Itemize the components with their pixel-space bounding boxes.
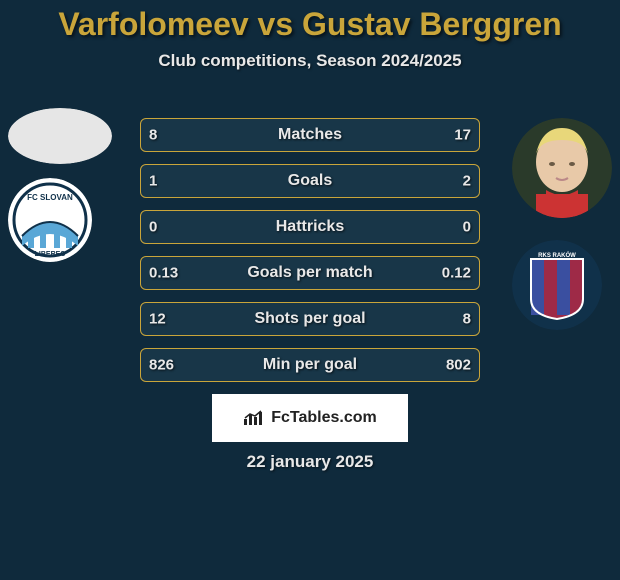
right-avatars: RKS RAKÓW	[512, 118, 612, 330]
stat-label: Goals per match	[141, 264, 479, 282]
stat-row: 12Shots per goal8	[140, 302, 480, 336]
stat-value-right: 0.12	[442, 265, 471, 282]
stat-row: 1Goals2	[140, 164, 480, 198]
stat-label: Min per goal	[141, 356, 479, 374]
stat-value-right: 2	[463, 173, 471, 190]
stat-row: 0.13Goals per match0.12	[140, 256, 480, 290]
stat-row: 8Matches17	[140, 118, 480, 152]
player-right-photo-icon	[512, 118, 612, 218]
club-left-badge: FC SLOVAN LIBEREC	[8, 178, 92, 262]
svg-text:RKS RAKÓW: RKS RAKÓW	[538, 251, 576, 259]
chart-icon	[243, 409, 265, 427]
stat-label: Hattricks	[141, 218, 479, 236]
player-right-avatar	[512, 118, 612, 218]
stat-label: Goals	[141, 172, 479, 190]
svg-text:FC SLOVAN: FC SLOVAN	[27, 193, 73, 202]
svg-text:LIBEREC: LIBEREC	[35, 251, 66, 258]
club-right-crest-icon: RKS RAKÓW	[512, 240, 602, 330]
player-left-avatar	[8, 108, 112, 164]
date-text: 22 january 2025	[0, 452, 620, 472]
source-text: FcTables.com	[271, 409, 377, 427]
subtitle: Club competitions, Season 2024/2025	[0, 51, 620, 71]
page-title: Varfolomeev vs Gustav Berggren	[0, 0, 620, 43]
source-badge: FcTables.com	[212, 394, 408, 442]
stat-label: Matches	[141, 126, 479, 144]
club-right-badge: RKS RAKÓW	[512, 240, 602, 330]
stat-value-right: 0	[463, 219, 471, 236]
stat-row: 0Hattricks0	[140, 210, 480, 244]
player-left-silhouette-icon	[8, 108, 112, 164]
stat-value-right: 8	[463, 311, 471, 328]
club-left-crest-icon: FC SLOVAN LIBEREC	[8, 178, 92, 262]
stat-value-right: 802	[446, 357, 471, 374]
stat-label: Shots per goal	[141, 310, 479, 328]
comparison-infographic: Varfolomeev vs Gustav Berggren Club comp…	[0, 0, 620, 580]
stat-value-right: 17	[454, 127, 471, 144]
stats-table: 8Matches171Goals20Hattricks00.13Goals pe…	[140, 118, 480, 394]
stat-row: 826Min per goal802	[140, 348, 480, 382]
left-avatars: FC SLOVAN LIBEREC	[8, 108, 112, 262]
